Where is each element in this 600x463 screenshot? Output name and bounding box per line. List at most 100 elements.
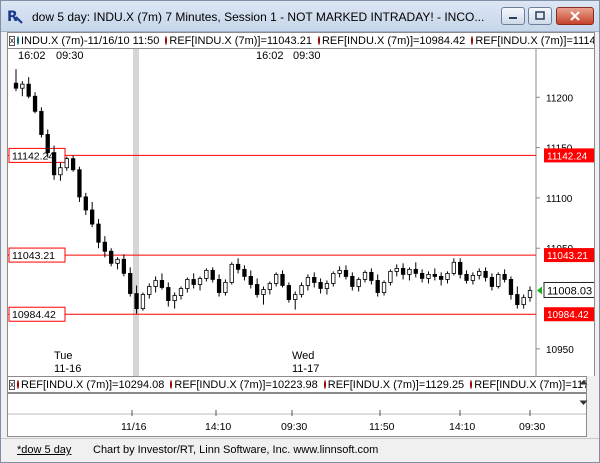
candle-body (419, 272, 425, 279)
legend-item[interactable]: REF[INDU.X (7m)]=117... (474, 378, 587, 391)
candle-body (191, 279, 196, 285)
reference-label-box-right (544, 307, 594, 322)
candle-body (90, 209, 95, 225)
minimize-button[interactable] (501, 7, 525, 25)
legend-item-label: REF[INDU.X (7m)]=117... (474, 378, 587, 391)
legend-dot-icon[interactable] (470, 380, 473, 389)
bottom-legend-bar: x REF[INDU.X (7m)]=10294.08 REF[INDU.X (… (7, 376, 587, 393)
reference-label-box-left (8, 147, 66, 163)
legend-item[interactable]: REF[INDU.X (7m)]=11142.24 (475, 34, 595, 47)
reference-label-left: 11043.21 (12, 250, 55, 262)
legend-item[interactable]: REF[INDU.X (7m)]=1129.25 (328, 379, 464, 391)
close-button[interactable] (556, 7, 594, 25)
last-price-box (543, 281, 594, 298)
minimize-icon (509, 17, 517, 19)
svg-text:R: R (7, 9, 18, 24)
candle-body (508, 279, 514, 295)
candle-body (128, 272, 133, 294)
legend-item-label: REF[INDU.X (7m)]=10984.42 (321, 34, 466, 47)
candle-body (51, 152, 57, 176)
y-tick-label: 11200 (546, 93, 574, 104)
time-tick-label: 09:30 (281, 421, 307, 433)
candle-body (521, 297, 526, 305)
candle-body (489, 277, 495, 287)
legend-item-label: REF[INDU.X (7m)]=11142.24 (475, 34, 595, 47)
candle-body (464, 274, 469, 281)
session-time-label: 16:02 (18, 50, 46, 62)
legend-dot-icon[interactable] (170, 380, 173, 389)
candle-body (496, 274, 501, 287)
last-price-arrow-icon (537, 286, 542, 295)
reference-label-box-left (8, 306, 66, 322)
investor-rt-app-icon[interactable]: R (7, 8, 23, 24)
session-time-label: 16:02 (256, 50, 284, 62)
candle-body (20, 83, 25, 89)
candle-body (458, 261, 463, 275)
candle-body (381, 282, 387, 293)
scroll-down-icon[interactable] (578, 397, 589, 408)
top-legend-bar: x INDU.X (7m)-11/16/10 11:50 REF[INDU.X … (7, 32, 595, 49)
maximize-button[interactable] (528, 7, 552, 25)
candle-body (172, 295, 177, 301)
legend-item[interactable]: REF[INDU.X (7m)]=11043.21 (169, 35, 312, 47)
candle-body (115, 258, 120, 264)
candle-body (102, 241, 107, 252)
time-tick-label: 11/16 (121, 421, 147, 433)
price-chart[interactable]: 112001115011100110501095011142.2411142.2… (7, 49, 595, 376)
status-bar: *dow 5 day Chart by Investor/RT, Linn So… (1, 438, 599, 462)
reference-label-right: 11043.21 (547, 251, 588, 262)
legend-dot-icon[interactable] (17, 380, 19, 389)
legend-item-label: INDU.X (7m)-11/16/10 11:50 (21, 34, 160, 47)
candle-body (45, 134, 50, 154)
candle-body (407, 268, 412, 275)
candle-body (445, 272, 450, 280)
candle-body (293, 294, 298, 300)
legend-item[interactable]: REF[INDU.X (7m)]=10223.98 (174, 379, 317, 391)
day-label: Tue (54, 350, 73, 362)
candle-body (426, 274, 431, 279)
candlestick-chart-svg[interactable]: 112001115011100110501095011142.2411142.2… (8, 49, 594, 376)
legend-dot-icon[interactable] (165, 36, 168, 45)
candle-body (64, 158, 69, 169)
legend-close-icon[interactable]: x (9, 35, 15, 46)
candle-body (502, 274, 507, 280)
legend-dot-icon[interactable] (323, 380, 326, 389)
legend-item[interactable]: REF[INDU.X (7m)]=10984.42 (322, 35, 465, 47)
candle-body (159, 280, 165, 288)
candle-body (350, 276, 355, 287)
legend-item[interactable]: INDU.X (7m)-11/16/10 11:50 (21, 35, 159, 47)
candle-body (204, 269, 209, 279)
candle-body (229, 263, 234, 283)
legend-dot-icon[interactable] (317, 36, 320, 45)
candle-body (197, 278, 203, 285)
candle-body (394, 267, 399, 272)
date-label: 11-17 (292, 363, 319, 375)
title-bar[interactable]: R dow 5 day: INDU.X (7m) 7 Minutes, Sess… (1, 1, 599, 32)
session-open-label: 09:30 (293, 50, 321, 62)
candle-body (362, 271, 368, 280)
candle-body (318, 282, 323, 289)
candle-body (280, 274, 285, 286)
candle-body (13, 82, 19, 89)
time-tick-label: 11:50 (369, 421, 395, 433)
time-tick-label: 14:10 (205, 421, 231, 433)
window-title: dow 5 day: INDU.X (7m) 7 Minutes, Sessio… (32, 10, 485, 24)
candle-body (26, 83, 31, 97)
legend-dot-icon[interactable] (471, 36, 474, 45)
close-icon (570, 11, 580, 21)
lower-pane[interactable]: 11/16 14:10 09:30 11:50 14:10 09:30 (7, 393, 587, 437)
legend-close-icon[interactable]: x (9, 379, 15, 390)
candle-body (483, 270, 488, 278)
candle-body (185, 279, 190, 289)
legend-item[interactable]: REF[INDU.X (7m)]=10294.08 (21, 379, 164, 391)
legend-dot-icon[interactable] (17, 36, 19, 45)
chart-tab[interactable]: *dow 5 day (17, 444, 72, 456)
candle-body (77, 169, 82, 198)
scroll-up-icon[interactable] (578, 377, 589, 388)
credit-text: Chart by Investor/RT, Linn Software, Inc… (93, 444, 379, 456)
legend-item-label: REF[INDU.X (7m)]=10294.08 (21, 378, 165, 391)
candle-body (166, 287, 171, 301)
candle-body (331, 272, 336, 284)
candle-body (32, 95, 38, 112)
